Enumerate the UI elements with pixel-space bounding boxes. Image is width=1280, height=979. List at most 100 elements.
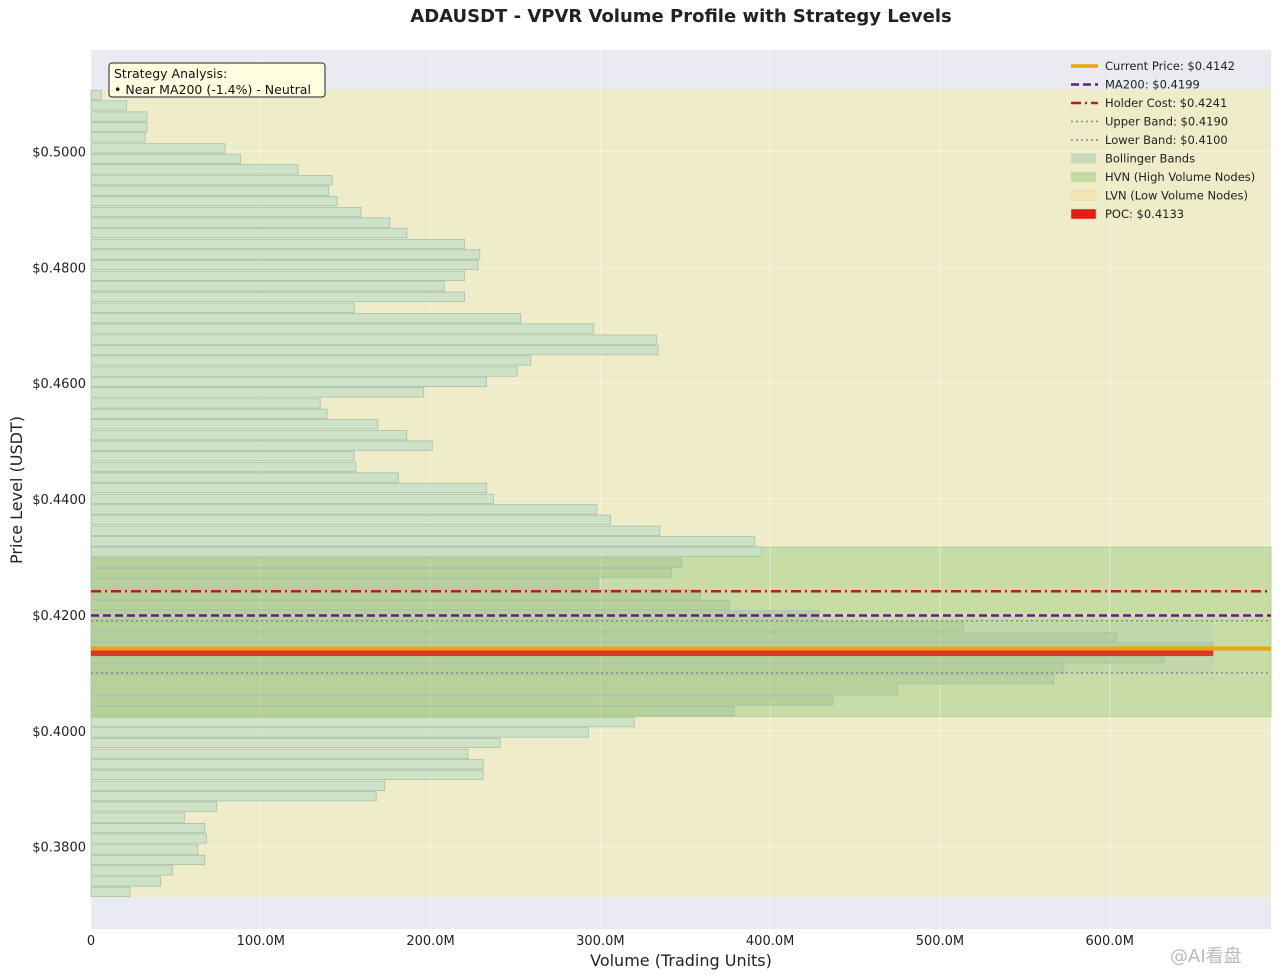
legend-label: Holder Cost: $0.4241 — [1105, 96, 1227, 110]
volume-bar — [90, 344, 659, 356]
volume-bar — [90, 408, 328, 419]
volume-bar — [90, 207, 362, 218]
volume-bar — [90, 121, 148, 133]
legend-swatch — [1070, 208, 1097, 220]
level-lines-layer — [91, 589, 1271, 674]
volume-bar — [90, 578, 600, 589]
volume-bar — [90, 557, 683, 568]
volume-bar — [90, 525, 661, 536]
volume-bar — [90, 801, 218, 812]
annotation-box — [108, 62, 326, 98]
y-tick-label: $0.3800 — [32, 841, 86, 856]
volume-bar — [90, 886, 131, 897]
volume-bar — [90, 663, 1065, 674]
legend-entry: Current Price: $0.4142 — [1071, 59, 1235, 73]
x-tick-label: 400.0M — [746, 934, 794, 949]
watermark-text: @AI看盘 — [1170, 946, 1242, 967]
volume-bar — [90, 705, 735, 717]
x-tick-label: 300.0M — [576, 934, 624, 949]
volume-bar — [90, 876, 162, 887]
x-axis-label: Volume (Trading Units) — [590, 951, 772, 970]
y-axis-ticks: $0.3800 $0.4000 $0.4200 $0.4400 $0.4600 $0.48… — [32, 145, 86, 855]
x-tick-label: 500.0M — [916, 934, 964, 949]
y-tick-label: $0.4600 — [32, 377, 86, 392]
volume-bar — [90, 376, 487, 388]
volume-bar — [90, 185, 330, 196]
volume-bar — [90, 153, 241, 164]
legend-label: POC: $0.4133 — [1105, 207, 1184, 221]
volume-bar — [90, 536, 756, 547]
legend-entry: POC: $0.4133 — [1070, 207, 1184, 221]
legend-entry: Holder Cost: $0.4241 — [1071, 96, 1227, 110]
poc-bar — [91, 649, 1214, 657]
volume-bar — [90, 440, 433, 451]
legend-swatch — [1070, 171, 1097, 183]
volume-bar — [90, 727, 589, 738]
volume-bar — [90, 313, 521, 324]
volume-bar — [90, 674, 1055, 685]
x-tick-label: 100.0M — [237, 934, 285, 949]
volume-bar — [90, 132, 146, 143]
volume-bar — [90, 759, 484, 770]
legend-label: Upper Band: $0.4190 — [1105, 115, 1228, 129]
legend-entry: Upper Band: $0.4190 — [1071, 115, 1228, 129]
volume-bar — [90, 844, 199, 855]
legend-label: Lower Band: $0.4100 — [1105, 133, 1228, 147]
volume-bar — [90, 419, 379, 430]
legend: Current Price: $0.4142 MA200: $0.4199 Hold… — [1070, 59, 1255, 221]
volume-bar — [90, 546, 763, 557]
volume-bar — [90, 227, 408, 239]
x-tick-label: 600.0M — [1085, 934, 1133, 949]
volume-bar — [90, 589, 701, 600]
volume-bar — [90, 430, 408, 441]
volume-bar — [90, 281, 445, 292]
volume-bar — [90, 716, 635, 728]
x-tick-label: 200.0M — [406, 934, 454, 949]
volume-bar — [90, 504, 598, 515]
annotation-line: • Near MA200 (-1.4%) - Neutral — [114, 82, 311, 97]
legend-entry: MA200: $0.4199 — [1071, 78, 1200, 92]
legend-entry: Lower Band: $0.4100 — [1071, 133, 1228, 147]
volume-bar — [90, 111, 148, 122]
volume-bar — [90, 355, 532, 366]
volume-bar — [90, 387, 425, 398]
volume-bar — [90, 143, 226, 154]
volume-bar — [90, 737, 501, 749]
volume-bar — [90, 791, 377, 802]
volume-bar — [90, 472, 399, 483]
volume-bar — [90, 780, 386, 791]
y-tick-label: $0.4800 — [32, 261, 86, 276]
volume-bar — [90, 90, 102, 101]
legend-label: Bollinger Bands — [1105, 152, 1195, 166]
legend-entry: LVN (Low Volume Nodes) — [1070, 189, 1248, 203]
legend-entry: HVN (High Volume Nodes) — [1070, 170, 1255, 184]
y-tick-label: $0.5000 — [32, 145, 86, 160]
volume-bar — [90, 249, 481, 260]
volume-bar — [90, 833, 207, 844]
volume-bar — [90, 238, 465, 250]
volume-bar — [90, 450, 355, 462]
volume-bar — [90, 164, 299, 175]
y-axis-label: Price Level (USDT) — [7, 416, 26, 564]
x-axis-ticks: 0 100.0M 200.0M 300.0M 400.0M 500.0M 600.0M — [87, 934, 1134, 949]
legend-label: MA200: $0.4199 — [1105, 78, 1200, 92]
volume-bar — [90, 217, 391, 228]
y-tick-label: $0.4400 — [32, 493, 86, 508]
volume-bar — [90, 695, 834, 706]
volume-bar — [90, 366, 518, 377]
annotation-title: Strategy Analysis: — [114, 66, 227, 81]
volume-bar — [90, 291, 465, 302]
legend-swatch — [1070, 153, 1097, 164]
y-tick-label: $0.4000 — [32, 725, 86, 740]
chart-title: ADAUSDT - VPVR Volume Profile with Strat… — [410, 6, 952, 27]
volume-bar — [90, 685, 898, 696]
volume-bar — [90, 398, 321, 409]
volume-bar — [90, 259, 479, 270]
volume-bar — [90, 748, 469, 760]
legend-label: LVN (Low Volume Nodes) — [1105, 189, 1248, 203]
volume-bar — [90, 822, 206, 834]
volume-bar — [90, 462, 357, 473]
volume-bar — [90, 196, 338, 207]
volume-bar — [90, 482, 487, 494]
